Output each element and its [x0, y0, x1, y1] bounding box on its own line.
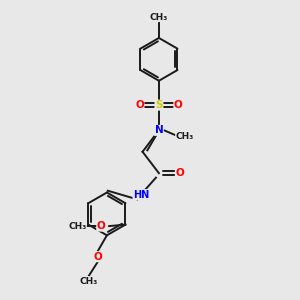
Text: CH₃: CH₃: [68, 222, 86, 231]
Text: HN: HN: [133, 190, 149, 200]
Text: S: S: [155, 100, 163, 110]
Text: CH₃: CH₃: [79, 277, 98, 286]
Text: O: O: [97, 221, 105, 231]
Text: O: O: [174, 100, 183, 110]
Text: CH₃: CH₃: [150, 13, 168, 22]
Text: O: O: [94, 252, 102, 262]
Text: N: N: [154, 125, 163, 135]
Text: O: O: [135, 100, 144, 110]
Text: CH₃: CH₃: [176, 132, 194, 141]
Text: O: O: [175, 168, 184, 178]
